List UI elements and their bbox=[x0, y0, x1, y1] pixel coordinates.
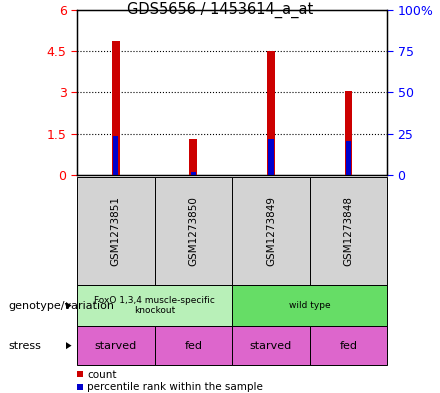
Text: GSM1273850: GSM1273850 bbox=[188, 196, 198, 266]
Text: GSM1273851: GSM1273851 bbox=[111, 196, 121, 266]
Text: wild type: wild type bbox=[289, 301, 330, 310]
Text: fed: fed bbox=[339, 341, 357, 351]
Text: count: count bbox=[87, 370, 117, 380]
Text: stress: stress bbox=[9, 341, 42, 351]
Text: FoxO 1,3,4 muscle-specific
knockout: FoxO 1,3,4 muscle-specific knockout bbox=[94, 296, 215, 315]
Bar bbox=[112, 41, 120, 175]
Bar bbox=[113, 136, 118, 175]
Bar bbox=[346, 141, 351, 175]
Bar bbox=[191, 172, 196, 175]
Bar bbox=[190, 139, 197, 175]
Bar bbox=[268, 139, 274, 175]
Text: percentile rank within the sample: percentile rank within the sample bbox=[87, 382, 263, 392]
Bar bbox=[345, 91, 352, 175]
Text: GSM1273848: GSM1273848 bbox=[344, 196, 353, 266]
Text: starved: starved bbox=[250, 341, 292, 351]
Text: starved: starved bbox=[95, 341, 137, 351]
Text: fed: fed bbox=[184, 341, 202, 351]
Text: GDS5656 / 1453614_a_at: GDS5656 / 1453614_a_at bbox=[127, 2, 313, 18]
Bar bbox=[267, 51, 275, 175]
Text: genotype/variation: genotype/variation bbox=[9, 301, 115, 310]
Text: GSM1273849: GSM1273849 bbox=[266, 196, 276, 266]
